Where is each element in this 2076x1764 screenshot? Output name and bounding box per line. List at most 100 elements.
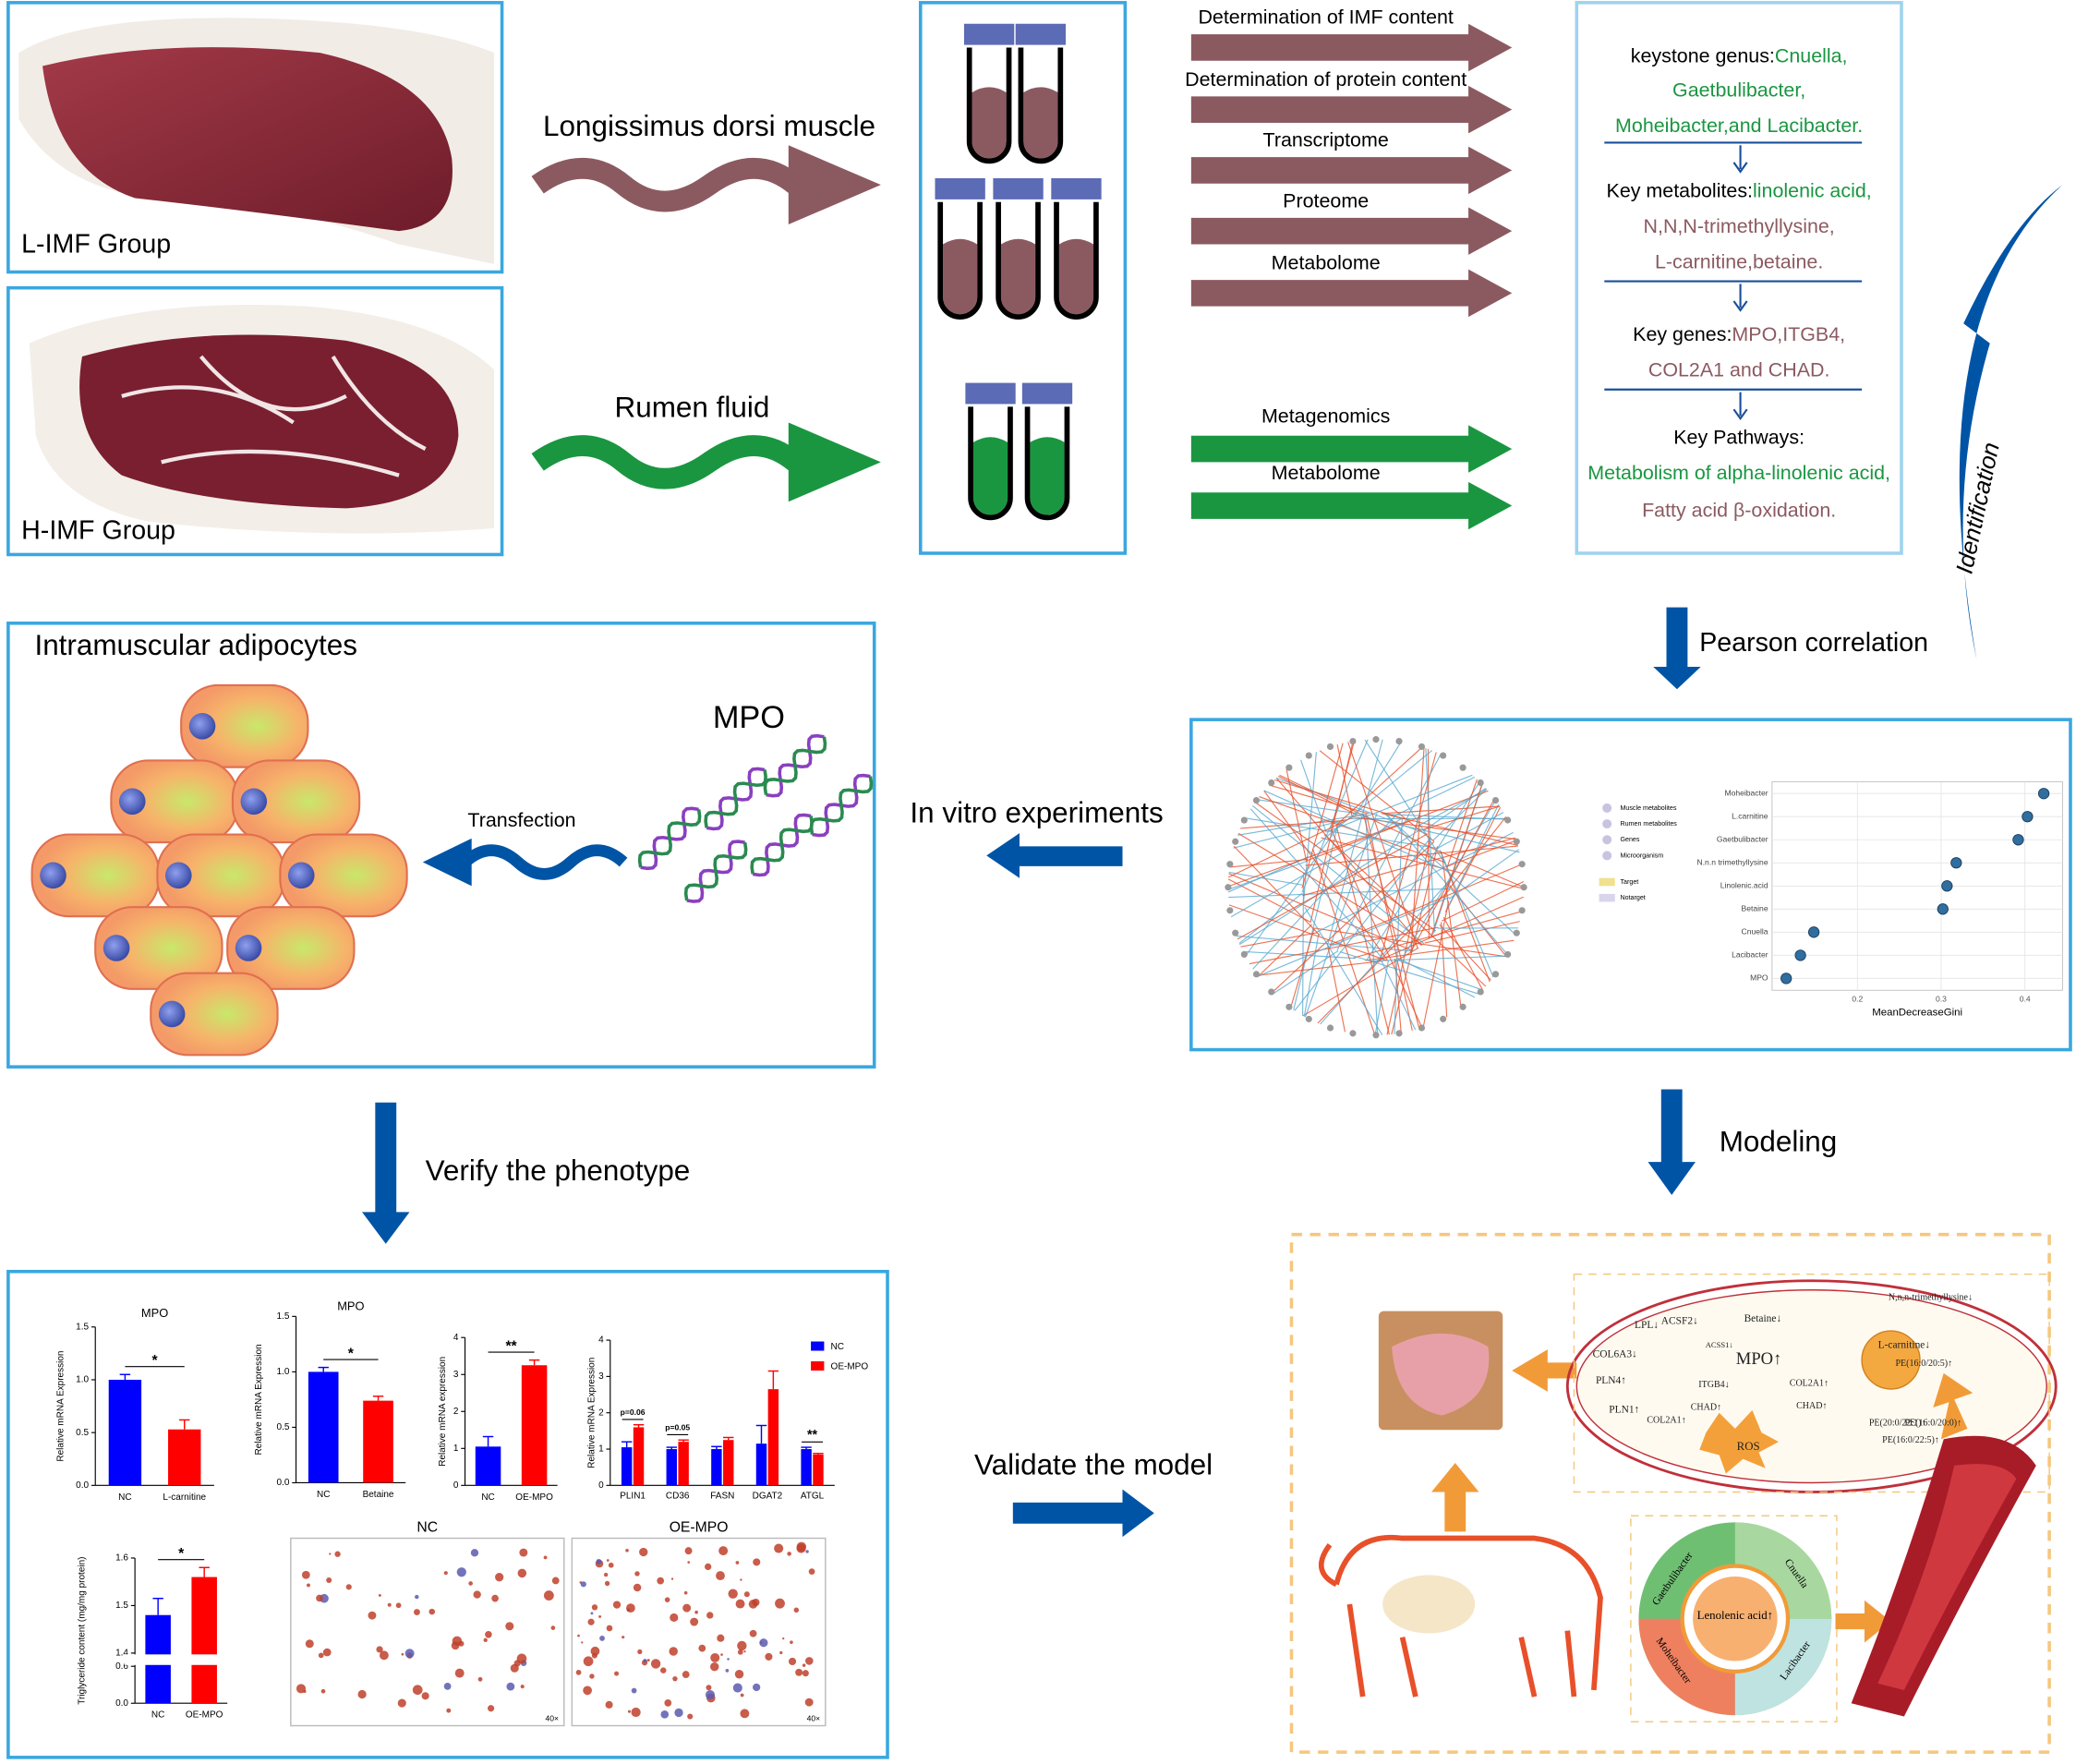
stain-images	[290, 1537, 827, 1727]
node	[1305, 752, 1312, 759]
node	[1268, 779, 1275, 787]
droplet	[485, 1631, 492, 1638]
x-tick-label: NC	[481, 1492, 494, 1503]
node	[1252, 797, 1261, 804]
adipocytes	[30, 683, 408, 1057]
annotation: **	[807, 1428, 818, 1443]
droplet	[633, 1583, 642, 1592]
edge	[1382, 813, 1518, 846]
finding-line: Gaetbulibacter,	[1672, 79, 1805, 101]
droplet	[510, 1663, 519, 1673]
analysis-arrow	[1190, 146, 1513, 195]
droplet	[631, 1687, 637, 1694]
node	[1372, 1032, 1380, 1039]
y-tick-label: 0	[598, 1480, 604, 1491]
droplet	[782, 1637, 785, 1640]
sample-label: H-IMF Group	[21, 516, 175, 546]
bar	[363, 1400, 393, 1483]
significance: **	[505, 1339, 517, 1355]
model-label: COL2A1↑	[1647, 1416, 1685, 1426]
edge	[1236, 935, 1414, 952]
droplet	[735, 1561, 740, 1565]
y-tick-label: Cnuella	[1742, 927, 1768, 936]
droplet	[468, 1581, 473, 1586]
dot	[1780, 973, 1792, 985]
droplet	[599, 1636, 605, 1641]
droplet	[387, 1602, 392, 1607]
droplet	[604, 1580, 610, 1587]
analysis-label: Transcriptome	[1263, 129, 1389, 151]
node	[1326, 743, 1334, 751]
edge	[1446, 779, 1478, 868]
finding-text: keystone genus:	[1631, 44, 1775, 66]
droplet	[575, 1670, 582, 1675]
droplet	[577, 1634, 580, 1637]
x-tick-label: FASN	[710, 1491, 734, 1501]
edge	[1409, 798, 1495, 953]
x-tick-label: PLIN1	[620, 1491, 646, 1501]
bar	[633, 1427, 645, 1486]
droplet	[765, 1652, 773, 1661]
edge	[1394, 817, 1403, 1034]
droplet	[520, 1685, 525, 1689]
nucleus	[235, 935, 262, 961]
edge	[1422, 900, 1450, 1028]
node	[1518, 907, 1526, 914]
edge	[1263, 790, 1389, 961]
droplet	[451, 1641, 460, 1650]
legend-label: Target	[1620, 878, 1638, 886]
legend-swatch	[811, 1360, 825, 1371]
droplet	[737, 1640, 747, 1651]
droplet	[660, 1667, 667, 1673]
droplet	[470, 1549, 479, 1557]
legend-symbol	[1599, 893, 1615, 902]
tube-cap	[1015, 23, 1067, 45]
node	[1326, 1024, 1334, 1032]
tube-fill	[1030, 437, 1065, 515]
edge	[1430, 784, 1483, 937]
annotation: p=0.06	[621, 1408, 646, 1417]
tube-body	[937, 201, 983, 320]
chart-title: MPO	[337, 1299, 364, 1313]
droplet	[608, 1562, 614, 1568]
y-tick-label: 1	[598, 1444, 604, 1455]
finding-text: L-carnitine,betaine.	[1655, 250, 1823, 272]
droplet	[705, 1690, 716, 1700]
edge	[1442, 880, 1525, 922]
y-tick-label: 4	[598, 1335, 604, 1346]
finding-line: Key metabolites:linolenic acid,	[1607, 179, 1872, 201]
x-tick-label: DGAT2	[753, 1491, 783, 1501]
droplet	[395, 1602, 402, 1609]
tube-cap	[993, 178, 1044, 199]
edge	[1237, 832, 1423, 946]
model-label: ACSF2↓	[1661, 1316, 1698, 1327]
y-tick-label: N.n.n trimethyllysine	[1696, 858, 1768, 867]
tube-fill	[1000, 238, 1036, 315]
edge	[1313, 750, 1433, 848]
tube-body	[1054, 201, 1099, 320]
x-axis-label: MeanDecreaseGini	[1872, 1008, 1962, 1019]
y-axis-label: Triglyceride content (mg/mg protein)	[78, 1556, 88, 1704]
legend-label: OE-MPO	[831, 1361, 869, 1371]
node	[1395, 737, 1403, 745]
edge	[1327, 739, 1383, 944]
tube-body	[966, 47, 1012, 164]
droplet	[796, 1543, 806, 1553]
edge	[1240, 819, 1345, 829]
tube-cap	[1021, 382, 1073, 405]
bar	[666, 1449, 677, 1486]
droplet	[804, 1698, 814, 1707]
chart-title: MPO	[141, 1306, 168, 1320]
droplet	[634, 1571, 640, 1577]
droplet	[614, 1671, 620, 1676]
edge	[1300, 759, 1327, 833]
edge	[1233, 845, 1321, 936]
nucleus	[188, 713, 216, 740]
x-tick-label: NC	[118, 1492, 131, 1503]
droplet	[598, 1614, 602, 1618]
droplet	[790, 1640, 793, 1645]
droplet	[743, 1649, 746, 1653]
step-arrows	[362, 185, 2063, 1538]
finding-text: linolenic acid,	[1753, 179, 1872, 201]
node	[1225, 884, 1232, 891]
